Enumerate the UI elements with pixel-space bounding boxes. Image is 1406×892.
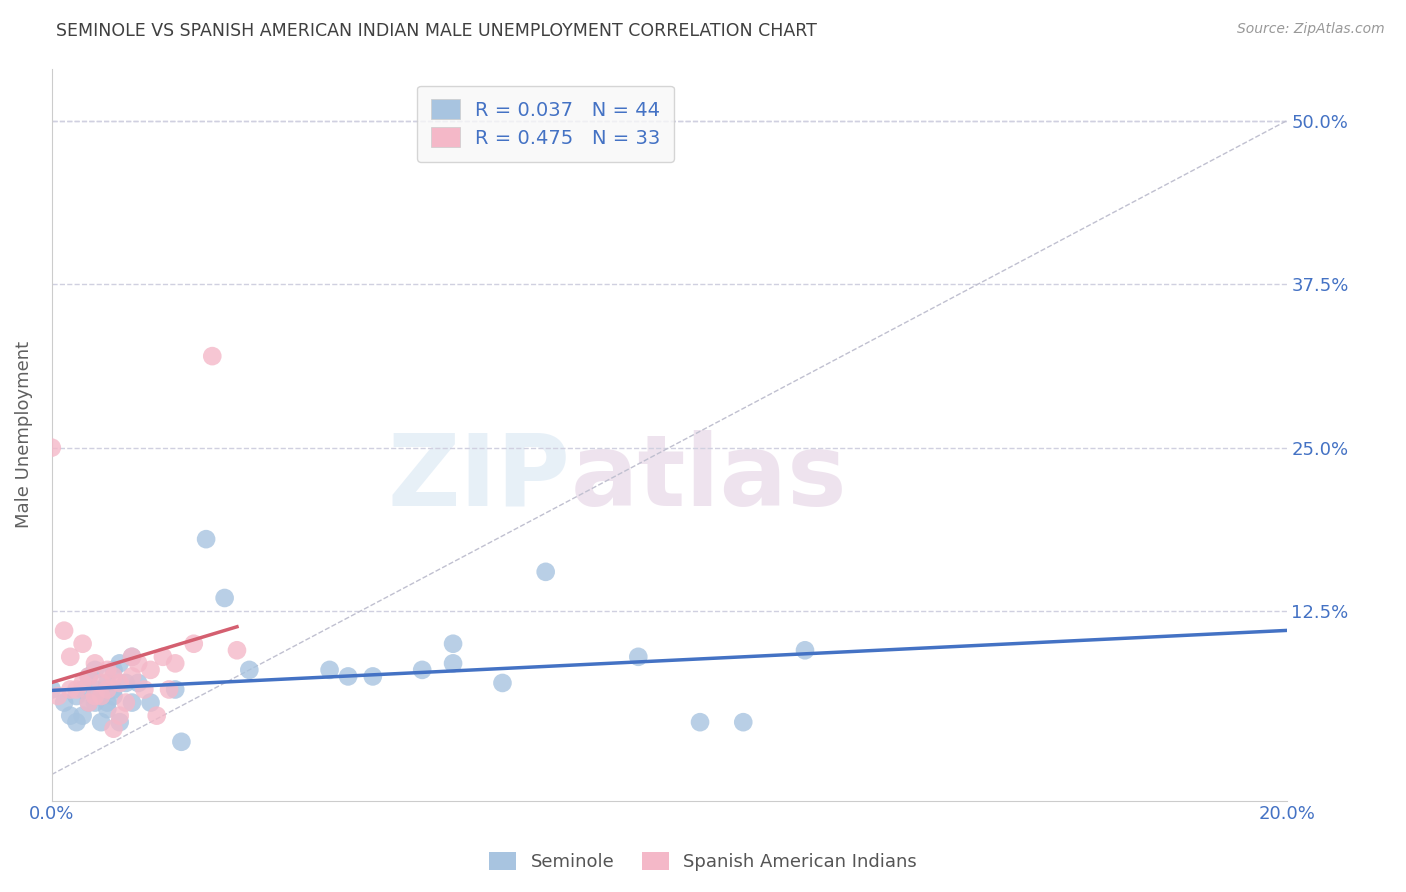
Point — [90, 689, 112, 703]
Point — [103, 682, 125, 697]
Point — [65, 715, 87, 730]
Point — [59, 682, 82, 697]
Point — [361, 669, 384, 683]
Point — [689, 715, 711, 730]
Point — [59, 649, 82, 664]
Point — [108, 676, 131, 690]
Point — [152, 649, 174, 664]
Point — [77, 696, 100, 710]
Point — [84, 663, 107, 677]
Point — [96, 696, 118, 710]
Point — [96, 676, 118, 690]
Point — [65, 682, 87, 697]
Point — [41, 441, 63, 455]
Point — [46, 689, 69, 703]
Point — [121, 649, 143, 664]
Point — [108, 657, 131, 671]
Point — [77, 669, 100, 683]
Point — [337, 669, 360, 683]
Point — [145, 708, 167, 723]
Point — [170, 735, 193, 749]
Point — [139, 663, 162, 677]
Text: ZIP: ZIP — [388, 430, 571, 527]
Point — [115, 676, 138, 690]
Point — [195, 532, 218, 546]
Point — [72, 708, 94, 723]
Legend: Seminole, Spanish American Indians: Seminole, Spanish American Indians — [482, 845, 924, 879]
Point — [103, 722, 125, 736]
Text: Source: ZipAtlas.com: Source: ZipAtlas.com — [1237, 22, 1385, 37]
Point — [441, 637, 464, 651]
Point — [77, 669, 100, 683]
Point — [65, 689, 87, 703]
Point — [627, 649, 650, 664]
Point — [90, 715, 112, 730]
Point — [139, 696, 162, 710]
Point — [103, 663, 125, 677]
Point — [90, 689, 112, 703]
Point — [72, 682, 94, 697]
Point — [53, 696, 76, 710]
Point — [108, 715, 131, 730]
Point — [72, 637, 94, 651]
Point — [90, 676, 112, 690]
Point — [121, 669, 143, 683]
Point — [318, 663, 340, 677]
Point — [115, 696, 138, 710]
Point — [794, 643, 817, 657]
Point — [121, 649, 143, 664]
Point — [165, 657, 187, 671]
Point — [84, 689, 107, 703]
Point — [96, 682, 118, 697]
Point — [534, 565, 557, 579]
Point — [59, 708, 82, 723]
Point — [238, 663, 260, 677]
Point — [491, 676, 513, 690]
Point — [121, 696, 143, 710]
Point — [103, 689, 125, 703]
Legend: R = 0.037   N = 44, R = 0.475   N = 33: R = 0.037 N = 44, R = 0.475 N = 33 — [418, 86, 675, 161]
Point — [103, 669, 125, 683]
Point — [72, 676, 94, 690]
Point — [41, 682, 63, 697]
Point — [108, 708, 131, 723]
Text: atlas: atlas — [571, 430, 846, 527]
Point — [127, 657, 149, 671]
Point — [226, 643, 249, 657]
Point — [84, 657, 107, 671]
Point — [411, 663, 433, 677]
Point — [127, 676, 149, 690]
Point — [53, 624, 76, 638]
Point — [201, 349, 224, 363]
Point — [77, 696, 100, 710]
Point — [157, 682, 180, 697]
Point — [84, 682, 107, 697]
Text: SEMINOLE VS SPANISH AMERICAN INDIAN MALE UNEMPLOYMENT CORRELATION CHART: SEMINOLE VS SPANISH AMERICAN INDIAN MALE… — [56, 22, 817, 40]
Point — [733, 715, 755, 730]
Point — [84, 696, 107, 710]
Point — [441, 657, 464, 671]
Point — [165, 682, 187, 697]
Point — [96, 663, 118, 677]
Y-axis label: Male Unemployment: Male Unemployment — [15, 341, 32, 528]
Point — [134, 682, 156, 697]
Point — [214, 591, 236, 605]
Point — [183, 637, 205, 651]
Point — [96, 702, 118, 716]
